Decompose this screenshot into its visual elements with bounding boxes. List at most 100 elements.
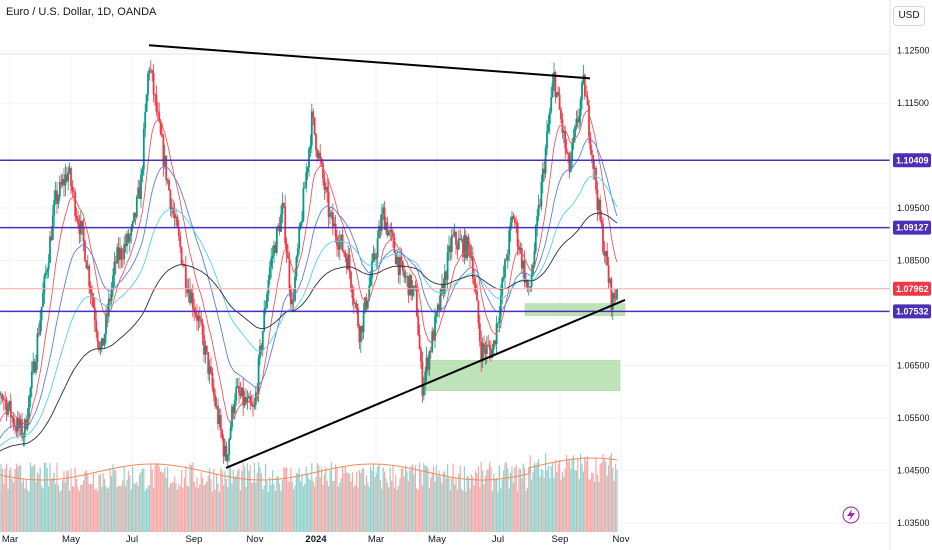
price-tick-label: 1.11500 [897,98,929,108]
candle-body [289,288,292,305]
candle-body [176,216,179,228]
volume-bar [522,463,524,532]
volume-bar [185,466,187,532]
volume-bar [21,482,23,532]
price-tick-label: 1.09500 [897,203,930,213]
candle-body [427,357,429,370]
candle-body [271,255,274,259]
candle-body [582,74,585,84]
volume-bar [414,465,416,532]
candle-body [373,253,376,260]
candle-body [616,288,618,300]
candle-body [239,393,242,396]
candle-body [492,340,495,350]
candle-body [46,269,49,273]
candle-body [263,309,266,332]
volume-bar [477,466,479,532]
volume-bar [207,475,209,532]
candle-body [457,238,460,250]
candle-body [476,290,478,301]
volume-bar [476,473,478,532]
candle-body [270,258,273,268]
candle-body [383,207,386,230]
candle-body [310,111,313,146]
lightning-icon[interactable] [842,506,860,524]
candle-body [436,304,439,312]
candle-body [432,331,435,341]
candle-body [201,322,204,336]
volume-bar [610,453,612,532]
volume-bar [277,476,279,532]
candle-body [260,345,263,350]
currency-button[interactable]: USD [893,6,925,26]
volume-bar [378,463,380,532]
candle-body [214,395,217,407]
candle-body [390,229,393,233]
volume-bar [416,488,418,532]
candle-body [614,298,617,300]
volume-bar [274,490,276,532]
candle-body [7,407,9,415]
candle-body [378,225,380,239]
volume-bar [1,468,3,532]
candle-body [53,199,56,216]
volume-bar [346,472,348,532]
candle-body [494,340,497,345]
candle-body [18,417,21,428]
candle-body [82,226,85,242]
candle-body [539,204,541,207]
candle-body [464,234,467,259]
candle-body [537,204,540,216]
time-axis[interactable]: Mar May Jul Sep Nov 2024 Mar May Jul Sep Nov [2,534,630,545]
volume-bar [344,466,346,532]
volume-bar [392,465,394,532]
volume-bar [301,474,303,532]
candle-body [284,206,287,244]
candle-body [323,178,326,190]
volume-bar [262,489,264,532]
price-axis[interactable]: 1.12500 1.11500 1.09500 1.08500 1.06500 1.055… [889,0,930,550]
candle-body [407,276,410,296]
volume-bar [91,484,93,532]
candle-body [40,306,43,321]
volume-bar [431,472,433,532]
candle-body [288,258,291,289]
volume-bar [472,476,474,532]
candle-body [529,286,532,288]
volume-bar [151,469,153,532]
candle-body [488,345,491,349]
volume-bar [420,470,422,532]
volume-bar [55,483,57,532]
candle-body [0,394,2,396]
upper-demand-zone [524,303,626,316]
candle-body [414,285,417,288]
volume-bar [137,485,139,532]
volume-bar [384,471,386,532]
level-badge [893,153,931,168]
candle-body [102,338,105,346]
candle-body [504,259,506,278]
volume-bar [354,484,356,532]
volume-bar [409,469,411,532]
volume-bar [6,463,8,532]
volume-bar [133,482,135,532]
candle-body [273,245,275,256]
candle-body [229,427,232,439]
volume-bar [459,465,461,532]
candle-body [100,338,103,348]
candle-body [281,203,284,215]
volume-bar [32,465,34,532]
volume-bar [396,489,398,532]
volume-bar [339,482,341,532]
volume-bar [35,482,37,532]
volume-bar [115,470,117,532]
volume-bar [545,453,547,532]
volume-bar [280,490,282,532]
volume-bar [356,471,358,532]
candle-body [497,322,499,324]
candle-body [354,303,357,305]
time-tick-label: Nov [247,534,264,545]
volume-bar [25,479,27,532]
volume-bar [83,480,85,532]
